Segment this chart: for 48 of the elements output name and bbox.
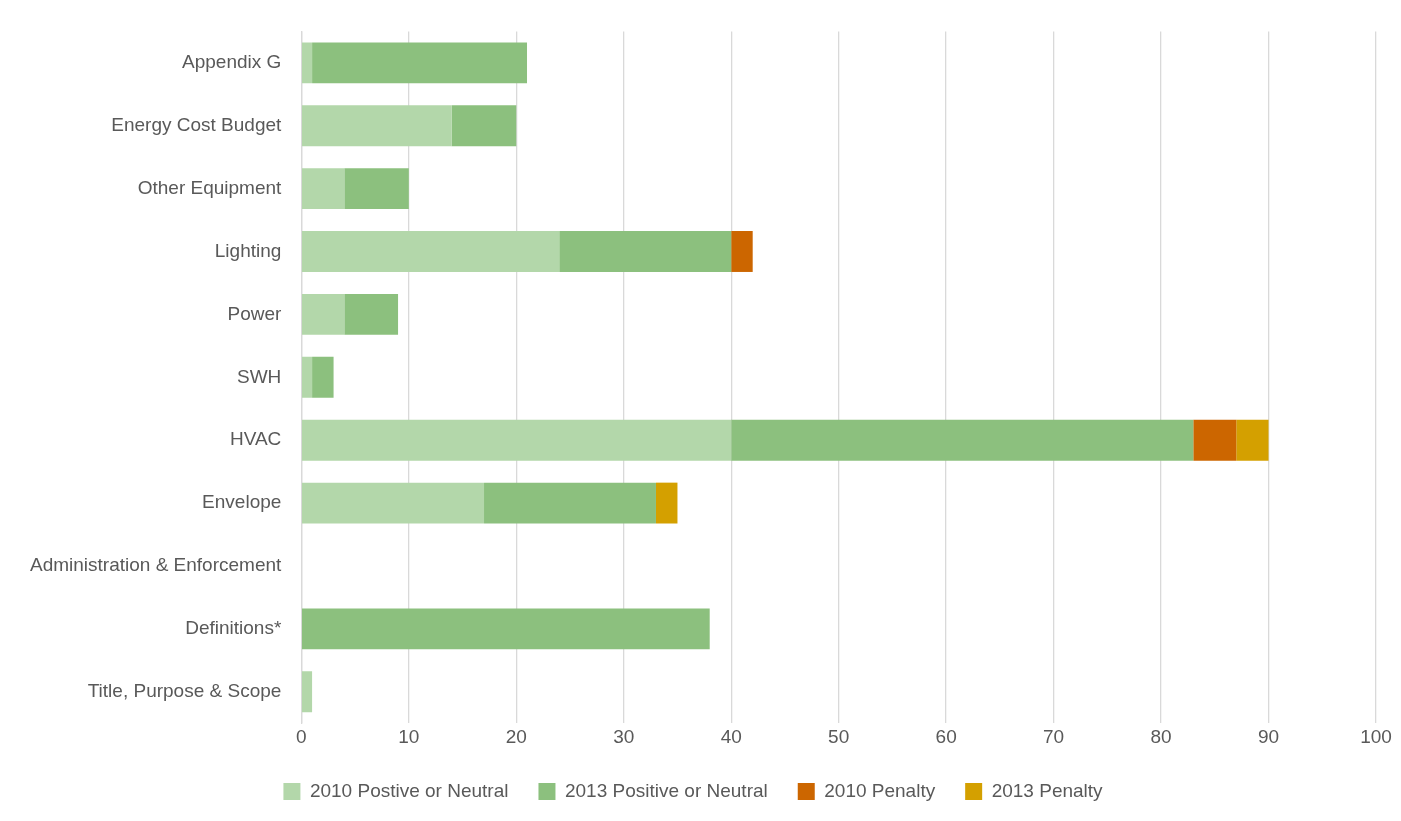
bar <box>655 482 678 524</box>
bar <box>1193 419 1237 461</box>
x-tick-label: 20 <box>505 725 527 747</box>
bar <box>301 168 345 210</box>
x-tick-label: 40 <box>720 725 742 747</box>
y-tick-label: Appendix G <box>182 51 282 73</box>
bar <box>301 608 710 650</box>
x-tick-label: 90 <box>1257 725 1280 747</box>
bar <box>301 671 313 713</box>
bar <box>312 42 528 84</box>
x-tick-label: 30 <box>613 725 635 747</box>
bar <box>301 482 485 524</box>
y-tick-label: Lighting <box>214 239 282 261</box>
x-tick-label: 80 <box>1150 725 1172 747</box>
legend-label: 2010 Postive or Neutral <box>309 779 509 801</box>
bar <box>559 231 732 272</box>
bar <box>344 168 409 210</box>
x-tick-label: 10 <box>398 725 420 747</box>
bar <box>731 419 1194 461</box>
x-tick-label: 60 <box>935 725 957 747</box>
legend-label: 2010 Penalty <box>824 779 936 801</box>
x-tick-label: 100 <box>1360 725 1392 747</box>
legend-label: 2013 Penalty <box>991 779 1104 801</box>
y-tick-label: Other Equipment <box>137 176 283 198</box>
y-tick-label: Power <box>227 302 282 324</box>
bar <box>301 42 313 84</box>
bar <box>451 105 517 147</box>
bar <box>484 482 656 524</box>
x-tick-label: 70 <box>1043 725 1065 747</box>
y-tick-label: HVAC <box>229 428 282 450</box>
y-tick-label: SWH <box>237 365 282 387</box>
bar <box>301 231 560 272</box>
y-tick-label: Definitions* <box>185 617 282 639</box>
bar <box>731 231 753 272</box>
y-tick-label: Envelope <box>202 491 282 513</box>
bar <box>1236 419 1269 461</box>
bar <box>312 356 334 398</box>
x-tick-label: 0 <box>296 725 307 747</box>
bar <box>301 105 452 147</box>
bar <box>301 356 313 398</box>
legend-label: 2013 Positive or Neutral <box>564 779 768 801</box>
y-tick-label: Title, Purpose & Scope <box>87 679 282 701</box>
x-tick-label: 50 <box>828 725 850 747</box>
bar <box>344 293 399 335</box>
y-tick-label: Energy Cost Budget <box>111 113 283 135</box>
bar <box>301 293 345 335</box>
y-tick-label: Administration & Enforcement <box>29 554 283 576</box>
bar <box>301 419 732 461</box>
